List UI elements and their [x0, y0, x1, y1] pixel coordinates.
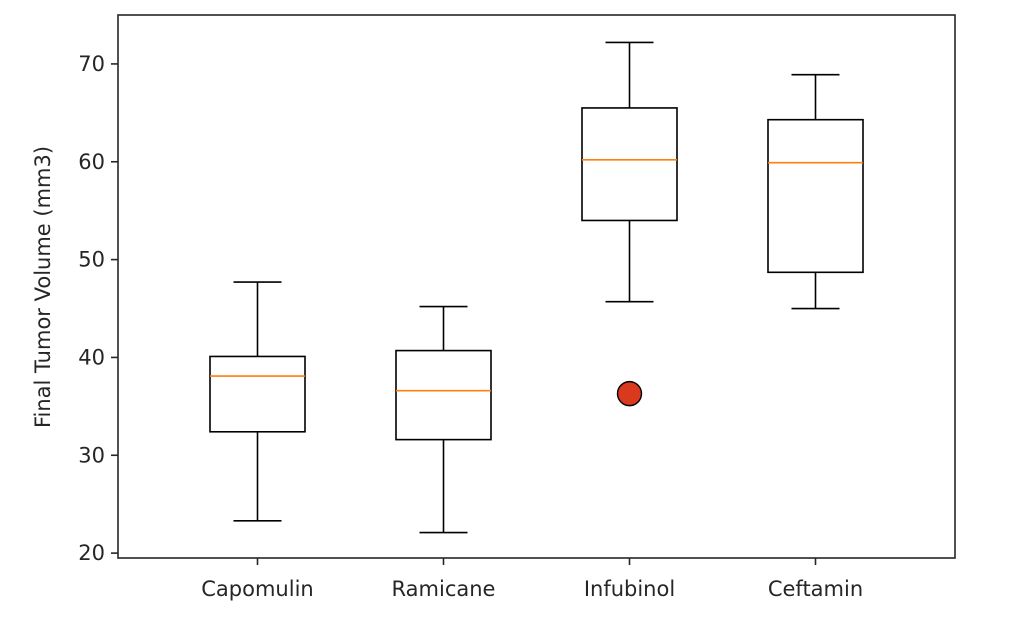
y-tick-label: 60 [78, 150, 105, 174]
y-tick-label: 70 [78, 52, 105, 76]
box-capomulin [209, 281, 306, 522]
box-ceftamin [767, 73, 864, 310]
boxes-layer [209, 41, 864, 534]
box-infubinol [581, 41, 678, 407]
interquartile-box [395, 349, 492, 441]
interquartile-box [767, 118, 864, 274]
y-axis: 20 30 40 50 60 70 [78, 52, 118, 565]
y-tick-label: 20 [78, 541, 105, 565]
axes-frame [117, 14, 956, 559]
x-tick-label: Ramicane [392, 577, 496, 601]
y-axis-label: Final Tumor Volume (mm3) [31, 146, 55, 428]
y-tick-label: 30 [78, 443, 105, 467]
box-ramicane [395, 305, 492, 534]
interquartile-box [209, 355, 306, 433]
x-tick-label: Infubinol [584, 577, 675, 601]
x-tick-label: Capomulin [201, 577, 313, 601]
x-tick-label: Ceftamin [768, 577, 863, 601]
x-axis: Capomulin Ramicane Infubinol Ceftamin [201, 558, 863, 601]
y-tick-label: 40 [78, 345, 105, 369]
interquartile-box [581, 107, 678, 222]
outlier-point [616, 380, 643, 407]
y-tick-label: 50 [78, 248, 105, 272]
